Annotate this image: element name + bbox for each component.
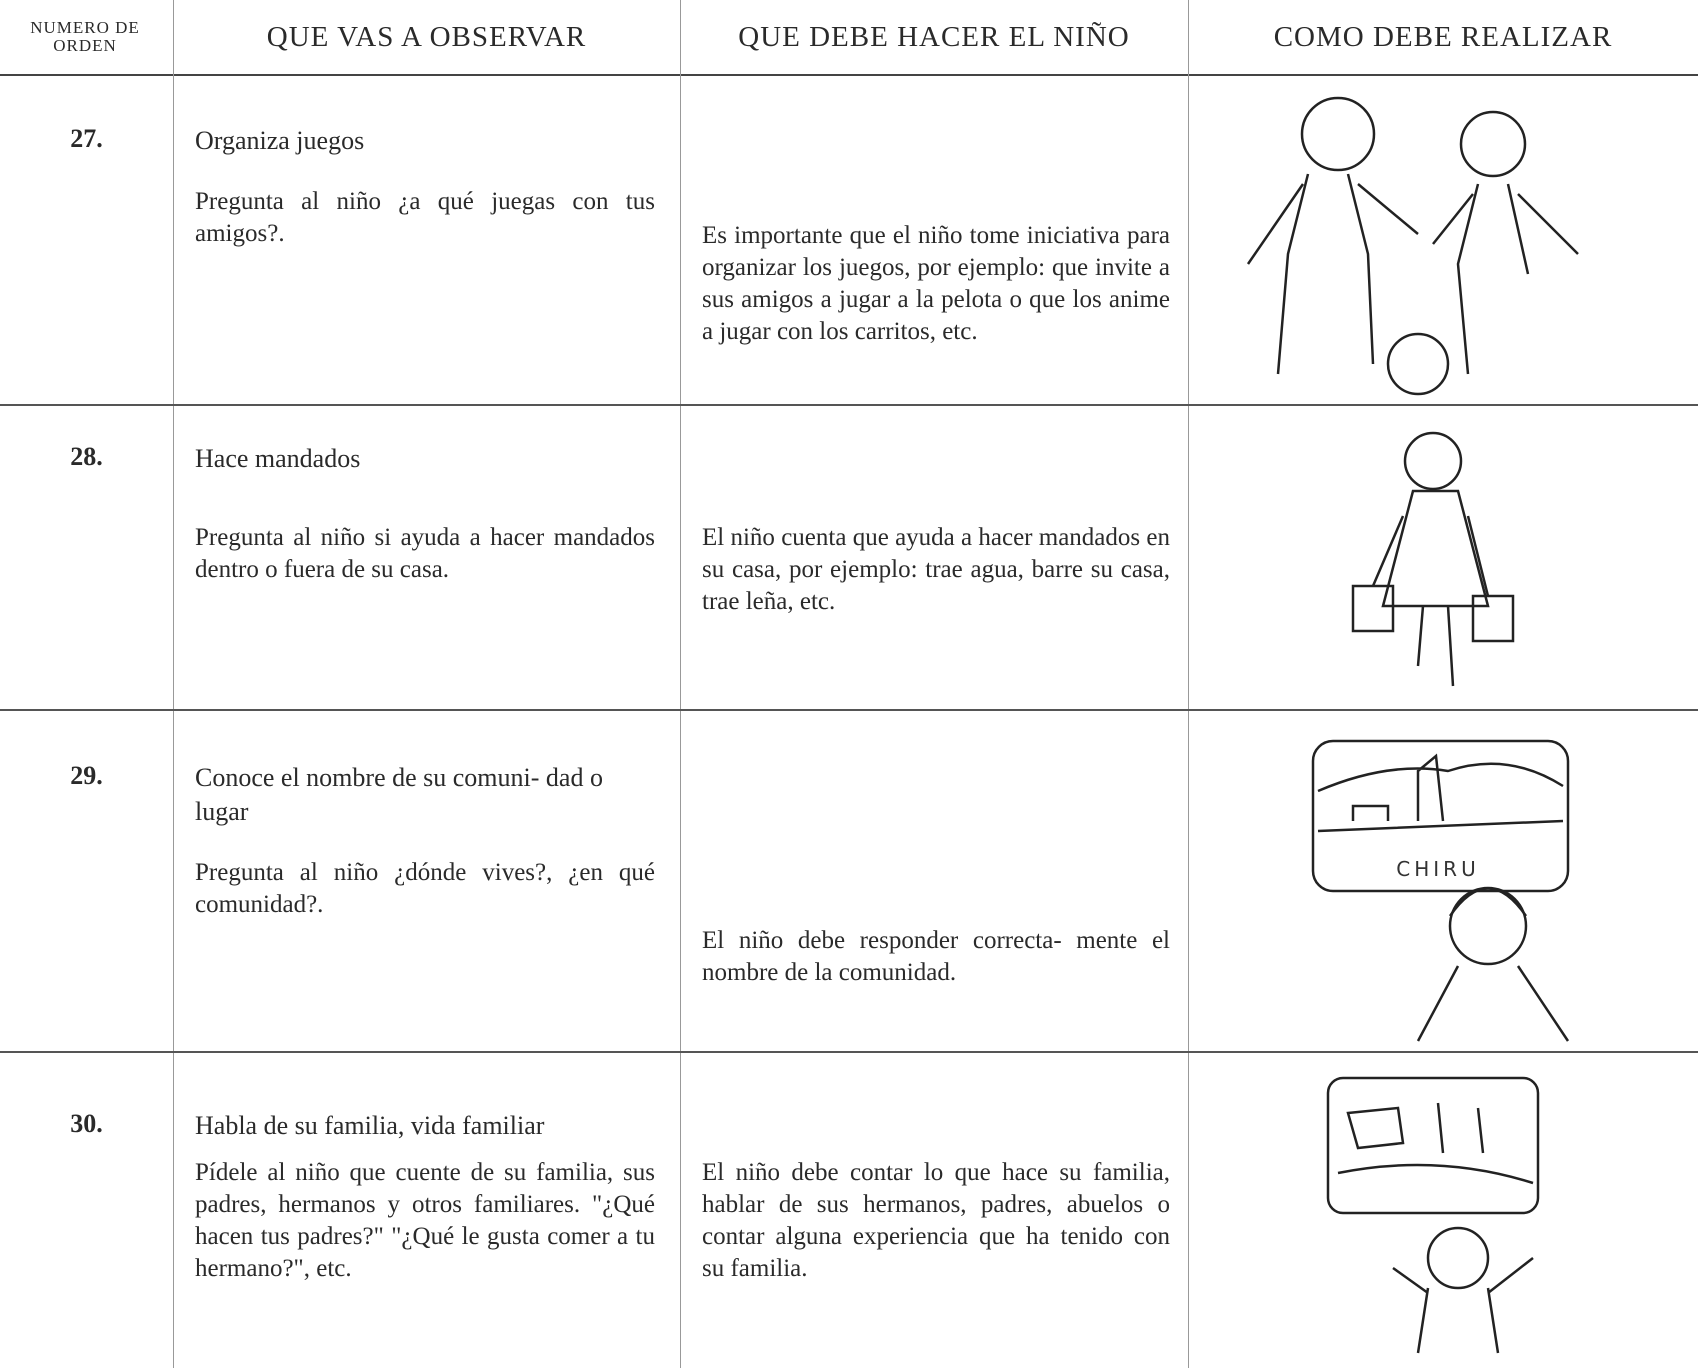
row-title: Habla de su familia, vida familiar bbox=[195, 1111, 545, 1140]
table-row: 27. Organiza juegos Pregunta al niño ¿a … bbox=[0, 74, 1698, 406]
row-title: Organiza juegos bbox=[195, 126, 365, 155]
girl-carrying-buckets bbox=[1351, 431, 1515, 687]
row-question: Pregunta al niño si ayuda a hacer mandad… bbox=[195, 524, 655, 583]
column-divider bbox=[1188, 0, 1189, 1368]
row-number: 30. bbox=[70, 1109, 103, 1138]
child-with-village-sign: CHIRU bbox=[1311, 739, 1570, 1042]
column-divider bbox=[680, 0, 681, 1368]
table-row: 30. Habla de su familia, vida familiar P… bbox=[0, 1053, 1698, 1368]
row-number: 29. bbox=[70, 761, 103, 790]
illustration bbox=[1188, 74, 1698, 404]
row-title: Conoce el nombre de su comuni- dad o lug… bbox=[195, 763, 603, 826]
illustration bbox=[1188, 1053, 1698, 1368]
column-divider bbox=[173, 0, 174, 1368]
row-number: 27. bbox=[70, 124, 103, 153]
row-expectation: Es importante que el niño tome iniciativ… bbox=[702, 222, 1170, 345]
illustration: CHIRU bbox=[1188, 711, 1698, 1051]
row-expectation: El niño debe responder correcta- mente e… bbox=[702, 927, 1170, 986]
illustration bbox=[1188, 406, 1698, 709]
row-expectation: El niño cuenta que ayuda a hacer mandado… bbox=[702, 524, 1170, 615]
table-header: NUMERO DE ORDEN QUE VAS A OBSERVAR QUE D… bbox=[0, 0, 1698, 76]
row-question: Pídele al niño que cuente de su familia,… bbox=[195, 1159, 655, 1282]
row-expectation: El niño debe contar lo que hace su famil… bbox=[702, 1159, 1170, 1282]
row-question: Pregunta al niño ¿dónde vives?, ¿en qué … bbox=[195, 859, 655, 918]
row-number: 28. bbox=[70, 442, 103, 471]
table-row: 29. Conoce el nombre de su comuni- dad o… bbox=[0, 711, 1698, 1053]
header-cell: NUMERO DE ORDEN bbox=[30, 18, 140, 55]
sign-text: CHIRU bbox=[1396, 857, 1479, 881]
row-title: Hace mandados bbox=[195, 444, 361, 473]
header-cell: QUE DEBE HACER EL NIÑO bbox=[738, 20, 1130, 53]
table-row: 28. Hace mandados Pregunta al niño si ay… bbox=[0, 406, 1698, 711]
header-cell: COMO DEBE REALIZAR bbox=[1273, 20, 1613, 53]
header-cell: QUE VAS A OBSERVAR bbox=[266, 20, 587, 53]
child-talking-about-family bbox=[1326, 1076, 1540, 1354]
row-question: Pregunta al niño ¿a qué juegas con tus a… bbox=[195, 188, 655, 247]
children-playing-ball bbox=[1246, 96, 1579, 396]
